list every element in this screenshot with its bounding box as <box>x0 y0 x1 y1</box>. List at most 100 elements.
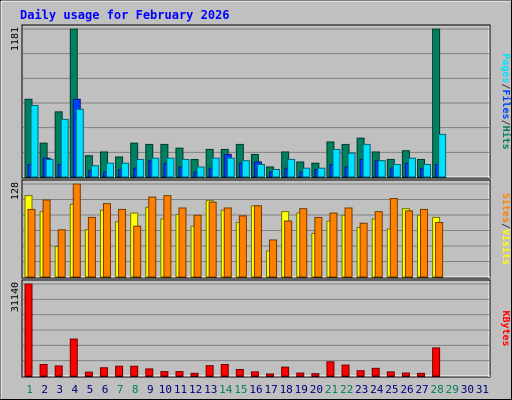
x-tick-label: 12 <box>189 383 202 396</box>
hits-files-pages-bar-pages-day-25 <box>392 163 401 178</box>
x-tick-label: 19 <box>295 383 308 396</box>
x-tick-label: 15 <box>234 383 247 396</box>
kbytes-bar-kbytes-day-3 <box>54 365 63 377</box>
legend-entry: Pages <box>500 53 511 83</box>
hits-files-pages-bar-pages-day-27 <box>423 163 432 178</box>
kbytes-bar-kbytes-day-16 <box>250 371 259 377</box>
kbytes-bar-kbytes-day-21 <box>326 361 335 377</box>
visits-sites-bar-sites-day-4 <box>72 183 81 278</box>
hits-files-pages-bar-pages-day-11 <box>181 158 190 178</box>
visits-sites-bar-sites-day-12 <box>193 214 202 278</box>
x-tick-label: 31 <box>476 383 489 396</box>
x-tick-label: 24 <box>370 383 384 396</box>
x-tick-label: 23 <box>355 383 368 396</box>
kbytes-bar-kbytes-day-4 <box>69 338 78 377</box>
visits-sites-bar-sites-day-23 <box>359 222 368 278</box>
x-tick-label: 28 <box>431 383 444 396</box>
x-tick-label: 16 <box>249 383 262 396</box>
hits-files-pages-bar-pages-day-1 <box>30 105 39 178</box>
hits-files-pages-panel: 1181 Pages/Files/Hits <box>10 24 512 179</box>
kbytes-bar-kbytes-day-26 <box>401 372 410 377</box>
visits-sites-panel: 128 Sites/Visits <box>10 179 512 279</box>
kbytes-bar-kbytes-day-19 <box>296 372 305 377</box>
kbytes-bar-kbytes-day-13 <box>205 365 214 377</box>
x-tick-label: 17 <box>264 383 277 396</box>
hits-files-pages-bar-pages-day-24 <box>377 160 386 178</box>
visits-sites-bar-sites-day-5 <box>87 216 96 278</box>
hits-files-pages-bar-pages-day-12 <box>196 166 205 178</box>
kbytes-bar-kbytes-day-2 <box>39 363 48 377</box>
legend-entry: / <box>500 120 511 126</box>
hits-files-pages-legend: Pages/Files/Hits <box>500 53 512 149</box>
visits-sites-bar-sites-day-14 <box>223 207 232 278</box>
kbytes-bar-kbytes-day-28 <box>432 347 441 377</box>
legend-entry: / <box>500 223 511 229</box>
visits-sites-bar-sites-day-25 <box>389 198 398 278</box>
visits-sites-bar-sites-day-20 <box>314 216 323 278</box>
hits-files-pages-bar-pages-day-18 <box>287 158 296 178</box>
visits-sites-bar-sites-day-21 <box>329 212 338 278</box>
kbytes-bar-kbytes-day-18 <box>281 366 290 377</box>
kbytes-bar-kbytes-day-14 <box>220 363 229 377</box>
x-tick-label: 5 <box>87 383 94 396</box>
hits-files-pages-bar-pages-day-16 <box>256 163 265 178</box>
visits-sites-bar-sites-day-6 <box>102 203 111 278</box>
x-tick-label: 2 <box>41 383 48 396</box>
kbytes-ymax-label: 31140 <box>10 282 21 312</box>
kbytes-bar-kbytes-day-20 <box>311 373 320 377</box>
visits-sites-bar-sites-day-1 <box>27 208 36 278</box>
visits-sites-bar-sites-day-18 <box>284 220 293 278</box>
hits-files-pages-bar-pages-day-4 <box>75 108 84 178</box>
kbytes-bar-kbytes-day-23 <box>356 370 365 377</box>
legend-entry: KBytes <box>500 310 511 346</box>
kbytes-bar-kbytes-day-15 <box>235 369 244 377</box>
visits-sites-bar-sites-day-15 <box>238 215 247 278</box>
x-tick-label: 10 <box>159 383 172 396</box>
kbytes-bar-kbytes-day-6 <box>99 367 108 377</box>
x-tick-label: 6 <box>102 383 109 396</box>
visits-sites-bar-sites-day-3 <box>57 229 66 278</box>
kbytes-bar-kbytes-day-25 <box>386 371 395 377</box>
kbytes-bar-kbytes-day-27 <box>417 372 426 377</box>
kbytes-bar-kbytes-day-17 <box>266 373 275 377</box>
hits-files-pages-bar-pages-day-21 <box>332 148 341 178</box>
legend-entry: / <box>500 83 511 89</box>
x-tick-label: 11 <box>174 383 187 396</box>
hits-files-pages-bar-pages-day-2 <box>45 158 54 178</box>
kbytes-plot-frame <box>21 279 491 378</box>
kbytes-legend: KBytes <box>500 310 511 346</box>
hits-files-pages-bar-pages-day-3 <box>60 118 69 178</box>
visits-sites-bar-sites-day-28 <box>435 222 444 278</box>
visits-sites-bar-sites-day-2 <box>42 199 51 278</box>
visits-sites-bar-sites-day-8 <box>133 225 142 278</box>
hits-files-pages-bar-pages-day-26 <box>407 157 416 178</box>
hits-files-pages-bar-pages-day-7 <box>121 162 130 178</box>
visits-sites-bar-sites-day-16 <box>253 205 262 278</box>
kbytes-bar-kbytes-day-11 <box>175 371 184 377</box>
hits-files-pages-bar-pages-day-8 <box>136 158 145 178</box>
chart-title: Daily usage for February 2026 <box>20 8 230 22</box>
kbytes-bar-kbytes-day-10 <box>160 371 169 377</box>
visits-sites-bar-sites-day-24 <box>374 211 383 278</box>
visits-sites-bar-sites-day-13 <box>208 201 217 278</box>
legend-entry: Sites <box>500 193 512 223</box>
hits-files-pages-bar-pages-day-20 <box>317 167 326 178</box>
hits-files-pages-bar-pages-day-28 <box>438 133 447 178</box>
visits-sites-ymax-label: 128 <box>10 182 21 200</box>
x-tick-label: 3 <box>56 383 63 396</box>
kbytes-bar-kbytes-day-8 <box>130 365 139 377</box>
visits-sites-bar-sites-day-9 <box>148 196 157 278</box>
legend-entry: Hits <box>500 126 512 150</box>
x-tick-label: 1 <box>26 383 33 396</box>
hits-files-pages-bar-pages-day-23 <box>362 143 371 178</box>
hits-files-pages-bar-pages-day-22 <box>347 152 356 178</box>
visits-sites-bar-sites-day-26 <box>404 210 413 278</box>
x-tick-label: 13 <box>204 383 217 396</box>
kbytes-bar-kbytes-day-24 <box>371 367 380 377</box>
visits-sites-bar-sites-day-17 <box>269 239 278 278</box>
visits-sites-bar-sites-day-27 <box>420 208 429 278</box>
x-tick-label: 9 <box>147 383 154 396</box>
hits-files-pages-ymax-label: 1181 <box>10 27 21 51</box>
